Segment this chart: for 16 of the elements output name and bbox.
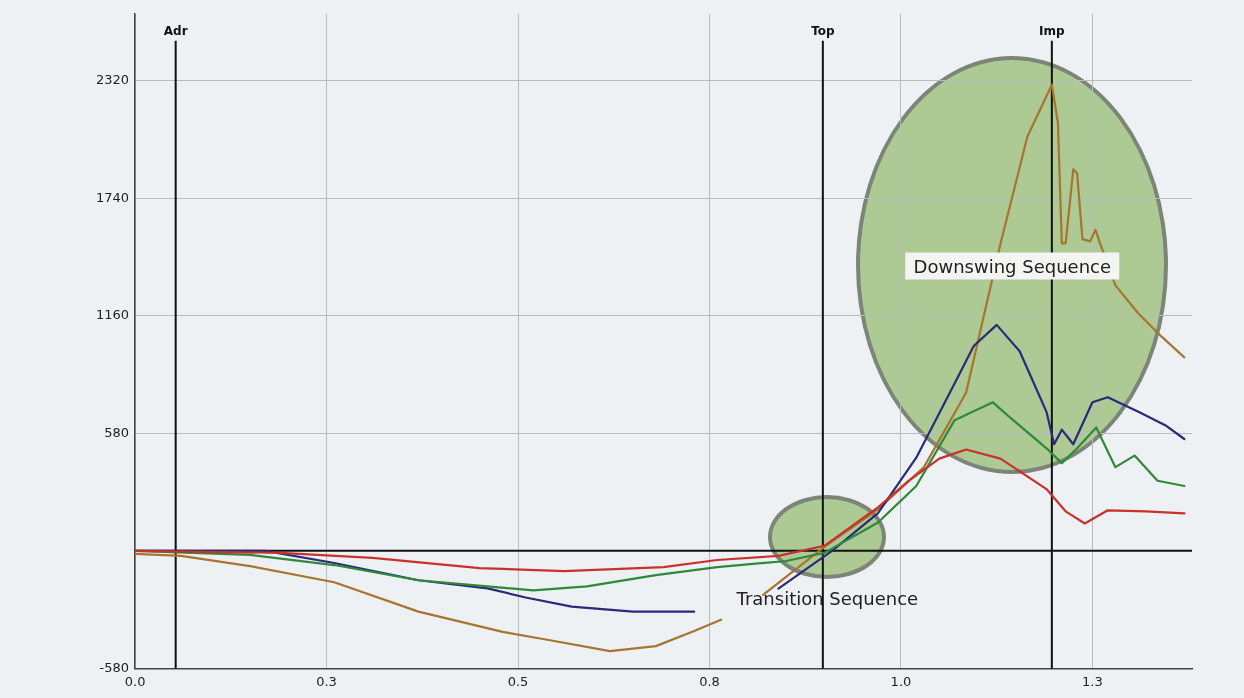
- y-tick-label: 1740: [95, 189, 130, 205]
- ref-line-label: Imp: [1039, 23, 1066, 38]
- x-tick-label: 0.5: [507, 673, 529, 689]
- x-tick-label: 0.8: [699, 673, 720, 689]
- ref-line-label: Adr: [163, 23, 188, 38]
- x-tick-label: 0.3: [316, 673, 337, 689]
- annotation: Transition Sequence: [735, 586, 920, 611]
- x-tick-label: 1.3: [1082, 673, 1103, 689]
- y-tick-label: 1160: [95, 307, 130, 323]
- ref-line-label: Top: [811, 23, 835, 38]
- x-tick-label: 1.0: [890, 673, 912, 689]
- x-tick-label: 0.0: [124, 673, 146, 689]
- y-tick-label: 580: [104, 424, 130, 440]
- annotation: Downswing Sequence: [905, 252, 1120, 280]
- y-tick-label: 2320: [95, 72, 130, 88]
- y-tick-label: -580: [99, 659, 130, 675]
